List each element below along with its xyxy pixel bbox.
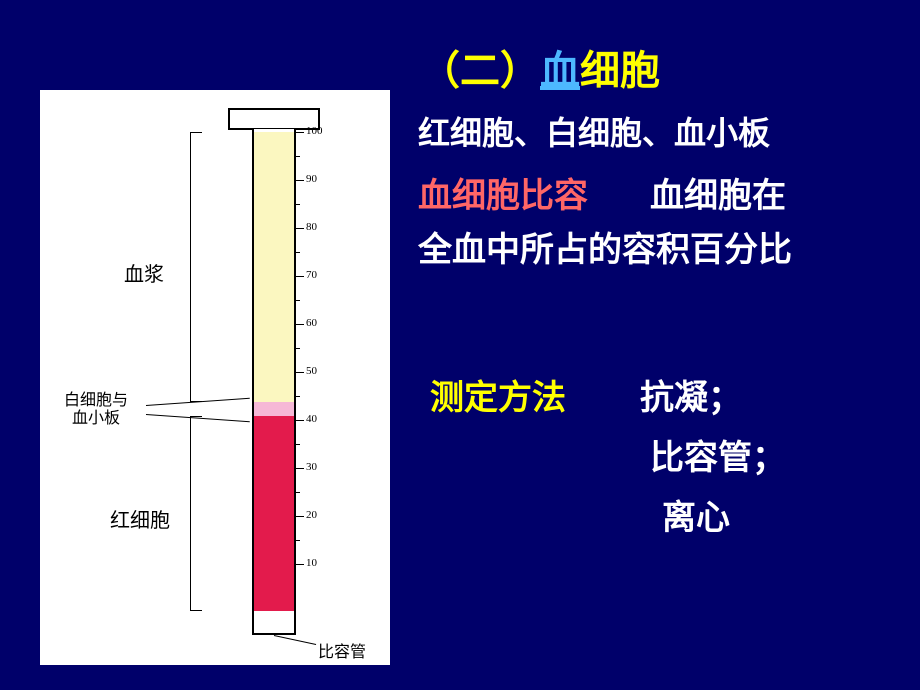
tick-minor xyxy=(294,156,300,157)
slide: 100 90 80 70 60 50 40 30 20 10 血浆 白细胞与血小板 红细胞 比容管… xyxy=(0,0,920,690)
term-hematocrit: 血细胞比容 xyxy=(418,168,588,217)
tick xyxy=(294,564,304,565)
tick-minor xyxy=(294,444,300,445)
label-plasma: 血浆 xyxy=(124,258,164,287)
tick-label: 50 xyxy=(306,365,317,377)
figure-panel: 100 90 80 70 60 50 40 30 20 10 血浆 白细胞与血小板 红细胞 比容管 xyxy=(40,90,390,665)
tick-minor xyxy=(294,396,300,397)
tick-minor xyxy=(294,492,300,493)
tick xyxy=(294,372,304,373)
def-hematocrit-2: 全血中所占的容积百分比 xyxy=(418,222,792,271)
method-tube: 比容管； xyxy=(650,430,786,479)
tick-minor xyxy=(294,540,300,541)
tick-label: 60 xyxy=(306,317,317,329)
title-prefix: （二） xyxy=(420,49,540,93)
tick-label: 30 xyxy=(306,461,317,473)
tick xyxy=(294,132,304,133)
def-hematocrit-1: 血细胞在 xyxy=(650,168,786,217)
tick-minor xyxy=(294,252,300,253)
tick-minor xyxy=(294,300,300,301)
tick-label: 80 xyxy=(306,221,317,233)
tube-label-lead xyxy=(274,635,316,645)
title-suffix: 细胞 xyxy=(580,49,660,93)
plasma-fill xyxy=(254,132,294,402)
label-method: 测定方法 xyxy=(430,370,566,419)
tick-label: 40 xyxy=(306,413,317,425)
tick xyxy=(294,324,304,325)
bracket-rbc xyxy=(190,416,204,611)
tick-label: 20 xyxy=(306,509,317,521)
line-cell-types: 红细胞、白细胞、血小板 xyxy=(418,108,770,154)
tick xyxy=(294,468,304,469)
tick xyxy=(294,516,304,517)
tick xyxy=(294,180,304,181)
tick xyxy=(294,228,304,229)
rbc-fill xyxy=(254,416,294,611)
tube-label: 比容管 xyxy=(318,638,366,662)
tick xyxy=(294,276,304,277)
tick-label: 90 xyxy=(306,173,317,185)
section-title: （二）血细胞 xyxy=(420,38,660,96)
tick-label: 100 xyxy=(306,125,323,137)
buffy-fill xyxy=(254,402,294,416)
method-anticoagulant: 抗凝； xyxy=(640,370,742,419)
tick-minor xyxy=(294,204,300,205)
hematocrit-diagram: 100 90 80 70 60 50 40 30 20 10 血浆 白细胞与血小板 红细胞 比容管 xyxy=(40,90,390,665)
title-blood-link[interactable]: 血 xyxy=(540,49,580,93)
tick xyxy=(294,420,304,421)
tick-label: 10 xyxy=(306,557,317,569)
bracket-plasma xyxy=(190,132,204,402)
tick-minor xyxy=(294,348,300,349)
label-buffy-coat: 白细胞与血小板 xyxy=(46,392,146,429)
method-centrifuge: 离心 xyxy=(662,490,730,539)
tick-label: 70 xyxy=(306,269,317,281)
label-rbc: 红细胞 xyxy=(110,504,170,533)
